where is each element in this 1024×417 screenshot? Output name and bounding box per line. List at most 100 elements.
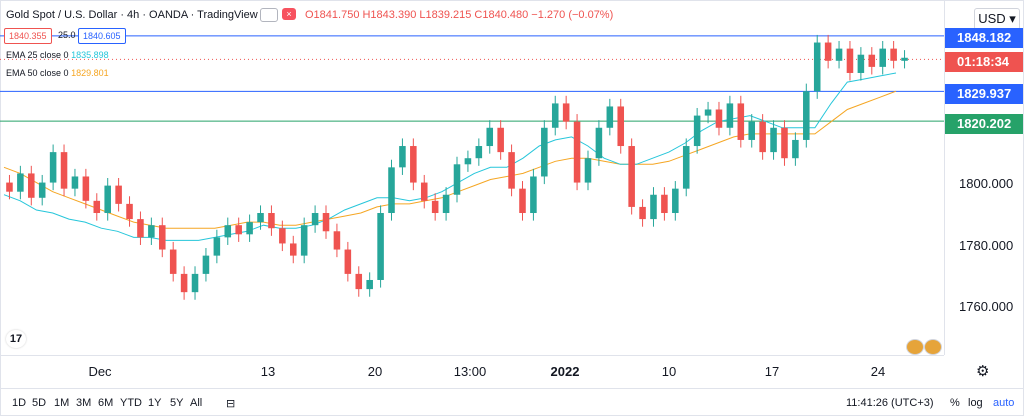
candle-body <box>879 48 886 67</box>
chart-pane[interactable]: Gold Spot / U.S. Dollar · 4h · OANDA · T… <box>0 0 944 355</box>
gear-icon[interactable]: ⚙ <box>976 363 990 380</box>
time-label: Dec <box>88 364 112 379</box>
candle-body <box>213 237 221 256</box>
candle-body <box>541 127 548 177</box>
candle-body <box>311 213 319 226</box>
candle-body <box>82 176 90 201</box>
close-icon[interactable]: × <box>282 8 296 20</box>
horizontal-line-price-tag[interactable]: 1829.937 <box>945 84 1023 104</box>
time-label: 2022 <box>550 364 580 379</box>
range-1y-button[interactable]: 1Y <box>148 397 162 409</box>
candle-body <box>148 225 155 238</box>
candle-body <box>322 213 330 232</box>
candle-body <box>824 42 832 61</box>
candle-body <box>693 115 701 147</box>
candle-body <box>846 48 854 73</box>
horizontal-line-price-tag[interactable]: 1848.182 <box>945 28 1023 48</box>
candle-body <box>661 194 668 214</box>
chevron-down-icon: ▾ <box>1005 11 1016 26</box>
candle-body <box>726 103 734 128</box>
candle-body <box>300 225 308 256</box>
candle-body <box>28 173 35 198</box>
candle-body <box>49 152 57 183</box>
candle-body <box>464 158 472 165</box>
candle-body <box>497 127 504 153</box>
ema25-legend[interactable]: EMA 25 close 0 1835.898 <box>6 50 109 60</box>
candle-body <box>813 42 821 92</box>
buy-price-button[interactable]: 1840.605 <box>78 28 126 44</box>
candle-body <box>104 185 111 214</box>
candle-body <box>584 158 592 183</box>
date-range-icon[interactable]: ⊟ <box>226 398 236 410</box>
log-scale-button[interactable]: log <box>968 397 983 409</box>
ema50-value: 1829.801 <box>71 68 109 78</box>
candle-body <box>137 219 144 238</box>
range-ytd-button[interactable]: YTD <box>120 397 142 409</box>
candle-body <box>573 121 581 183</box>
candle-body <box>704 109 712 116</box>
candle-body <box>6 182 13 192</box>
candle-body <box>279 228 286 244</box>
clock-timezone[interactable]: 11:41:26 (UTC+3) <box>846 397 934 409</box>
candle-body <box>792 139 799 159</box>
ema25-line <box>3 72 897 241</box>
candle-body <box>115 185 122 204</box>
range-all-button[interactable]: All <box>190 397 203 409</box>
price-axis[interactable]: 1800.000 1780.000 1760.000 1848.182 01:1… <box>944 0 1024 355</box>
candle-body <box>344 249 352 274</box>
us-flag-event-icon[interactable] <box>906 339 924 355</box>
candle-body <box>628 146 635 207</box>
range-3m-button[interactable]: 3M <box>76 397 92 409</box>
candle-body <box>748 121 755 140</box>
candle-body <box>159 225 166 250</box>
ohlc-values: O1841.750 H1843.390 L1839.215 C1840.480 … <box>305 8 613 22</box>
range-6m-button[interactable]: 6M <box>98 397 114 409</box>
candle-body <box>901 57 908 61</box>
range-5d-button[interactable]: 5D <box>32 397 47 409</box>
candle-body <box>17 173 24 192</box>
percent-scale-button[interactable]: % <box>950 397 960 409</box>
candle-body <box>715 109 723 128</box>
chart-legend: Gold Spot / U.S. Dollar · 4h · OANDA · T… <box>6 8 258 22</box>
range-5y-button[interactable]: 5Y <box>170 397 184 409</box>
range-1m-button[interactable]: 1M <box>54 397 70 409</box>
candle-body <box>431 200 439 214</box>
tradingview-logo-icon[interactable]: 17 <box>6 330 26 348</box>
candle-body <box>519 188 526 214</box>
candle-body <box>781 127 788 159</box>
time-label: 10 <box>661 364 677 379</box>
sell-price-button[interactable]: 1840.355 <box>4 28 52 44</box>
ema50-legend[interactable]: EMA 50 close 0 1829.801 <box>6 68 109 78</box>
spread-value: 25.0 <box>58 30 76 40</box>
price-level: 1760.000 <box>959 299 1014 314</box>
eye-icon[interactable] <box>260 8 278 22</box>
time-label: 13 <box>260 364 276 379</box>
candle-body <box>180 273 188 293</box>
candle-body <box>289 243 297 256</box>
candle-body <box>420 182 428 201</box>
candle-body <box>508 152 515 189</box>
candle-body <box>410 146 417 183</box>
candle-body <box>60 152 68 189</box>
auto-scale-button[interactable]: auto <box>993 397 1015 409</box>
time-axis[interactable]: Dec 13 20 13:00 2022 10 17 24 <box>0 355 944 386</box>
candle-body <box>639 206 646 220</box>
candle-body <box>759 121 766 153</box>
price-chart[interactable] <box>0 0 944 355</box>
candle-body <box>868 54 876 67</box>
candle-body <box>377 213 384 280</box>
ema25-value: 1835.898 <box>71 50 109 60</box>
candle-body <box>857 54 865 73</box>
candle-body <box>442 194 450 214</box>
time-label: 20 <box>367 364 383 379</box>
us-flag-event-icon[interactable] <box>924 339 942 355</box>
time-label: 24 <box>870 364 886 379</box>
price-level: 1800.000 <box>959 176 1014 191</box>
candle-body <box>399 146 406 168</box>
horizontal-line-price-tag[interactable]: 1820.202 <box>945 114 1023 134</box>
ema25-label: EMA 25 close 0 <box>6 50 69 60</box>
candle-body <box>93 200 101 214</box>
time-label: 17 <box>764 364 780 379</box>
range-1d-button[interactable]: 1D <box>12 397 27 409</box>
symbol-title[interactable]: Gold Spot / U.S. Dollar · 4h · OANDA · T… <box>6 9 258 21</box>
